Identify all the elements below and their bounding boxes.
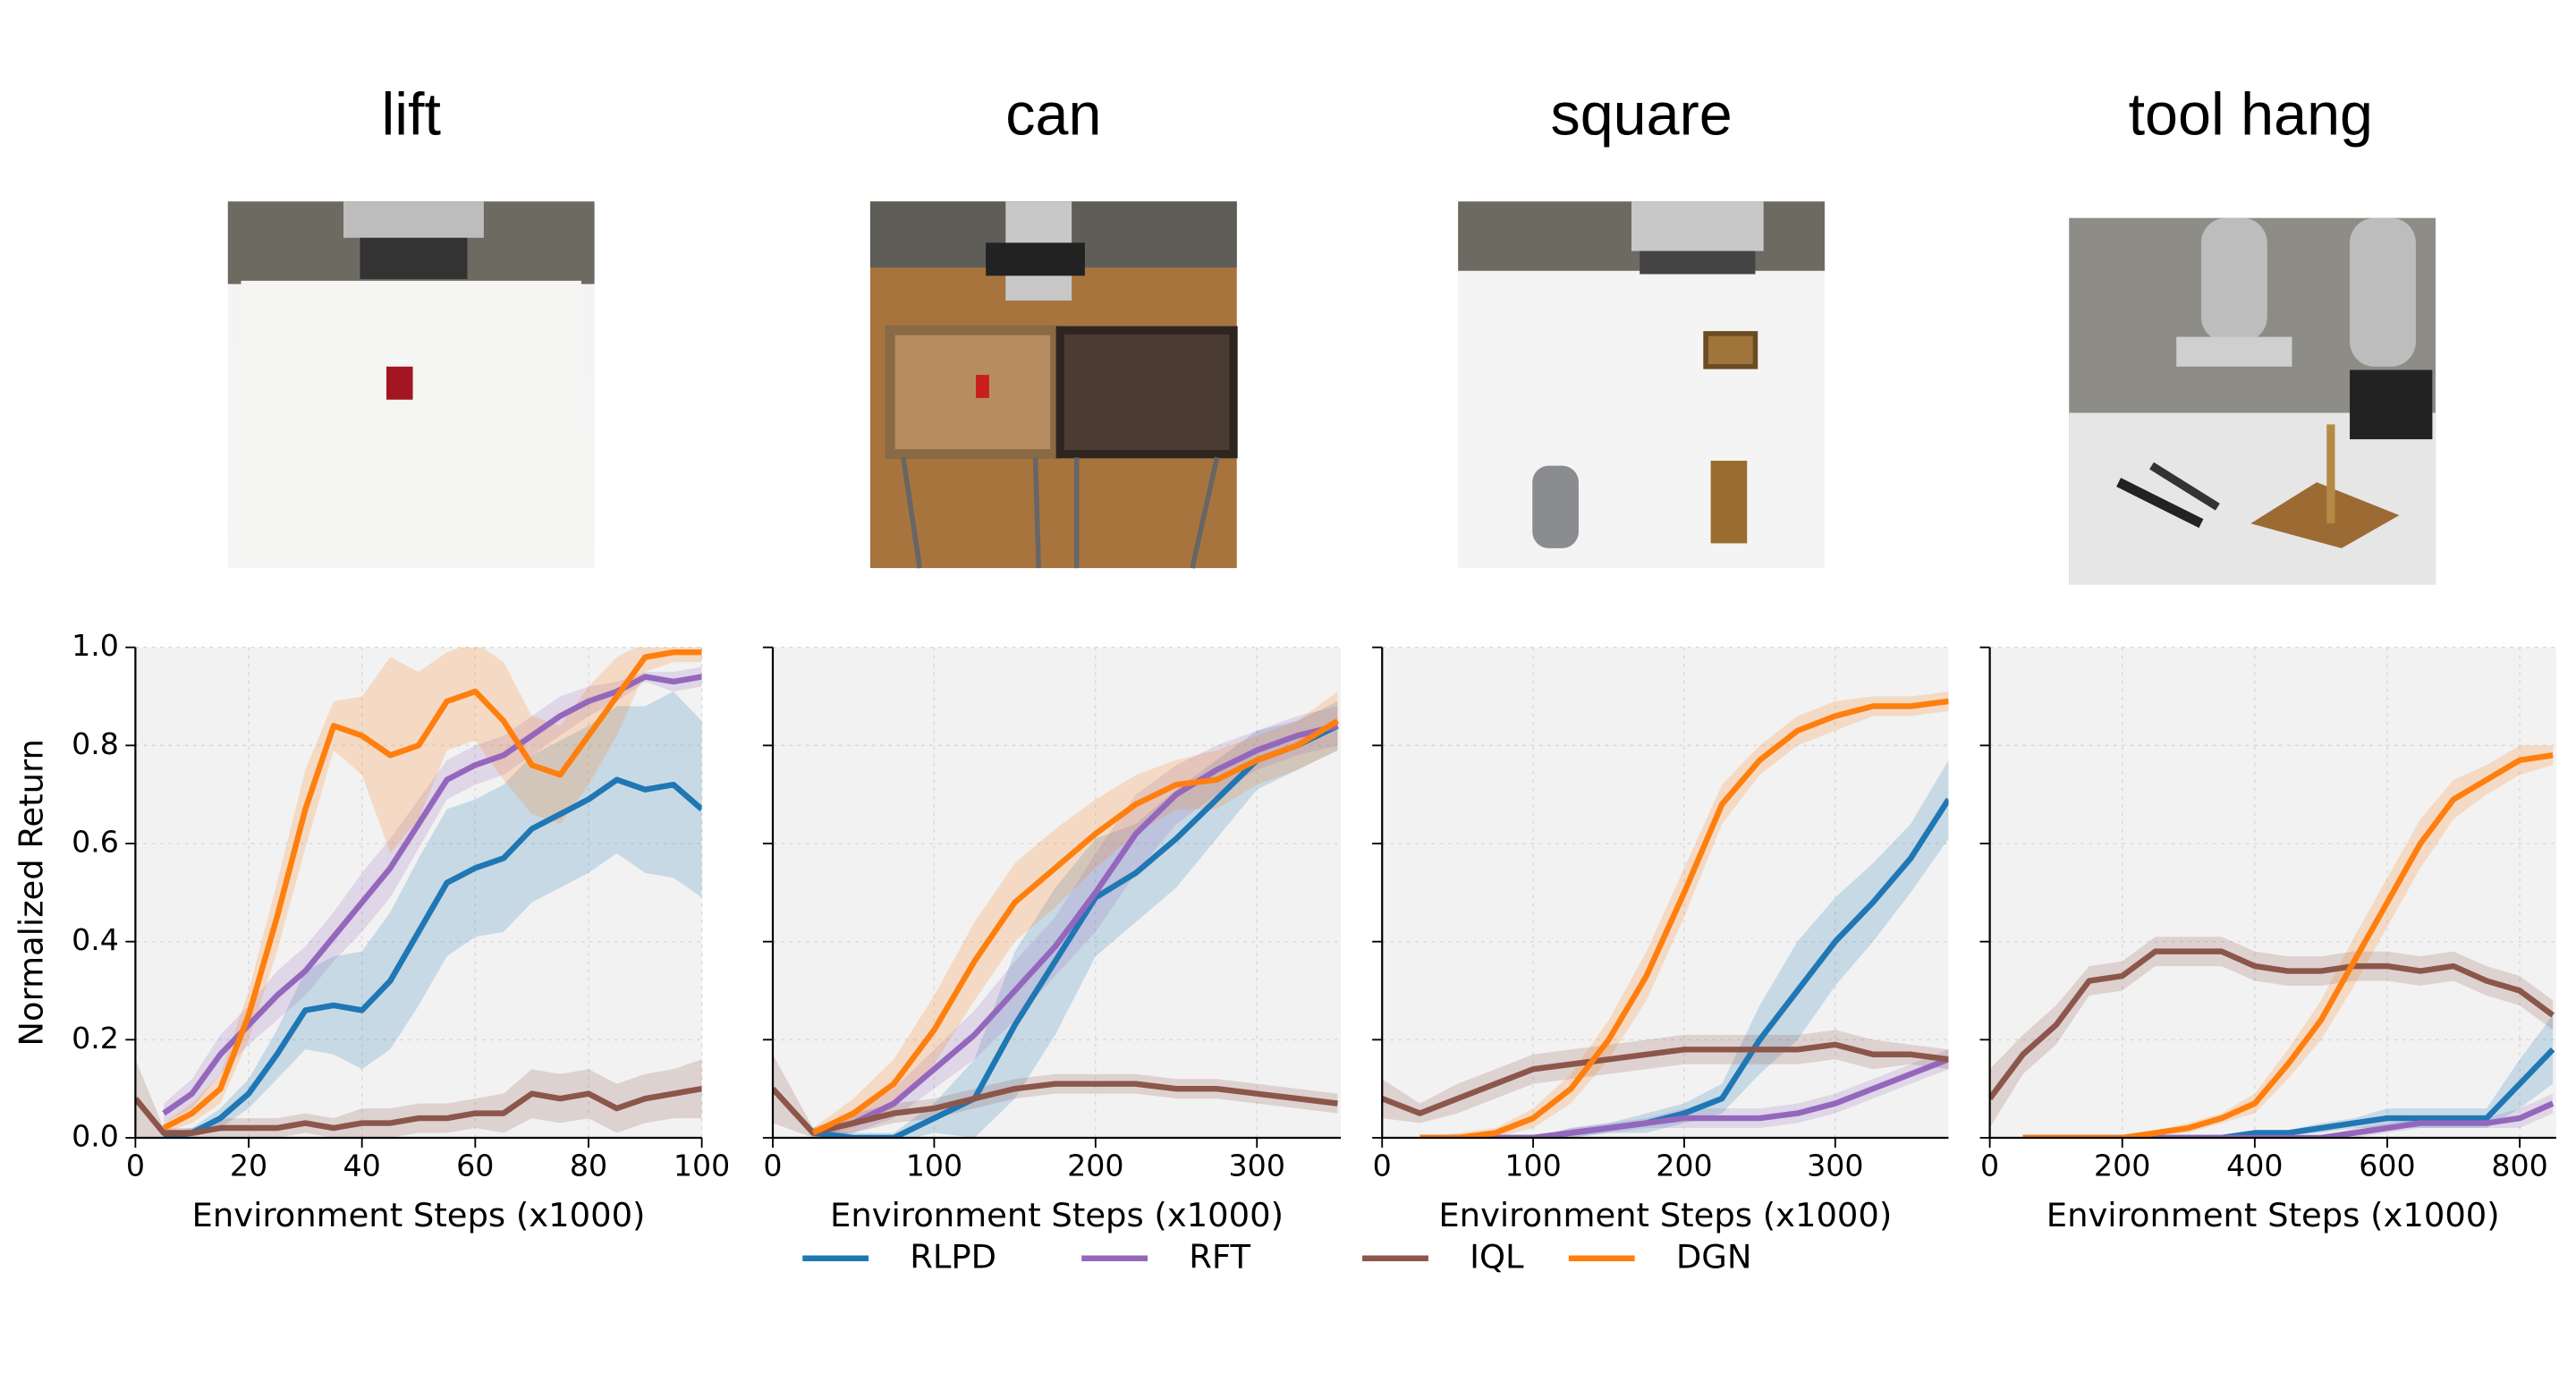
- series-line: [162, 649, 702, 1131]
- series-line: [2022, 1100, 2555, 1138]
- error-band: [813, 691, 1338, 1138]
- error-band: [164, 666, 702, 1123]
- x-tick-label: 800: [2491, 1149, 2547, 1183]
- error-band: [135, 1059, 702, 1138]
- plot-background: [1989, 647, 2556, 1138]
- plot-background: [1382, 647, 1949, 1138]
- x-tick-label: 20: [230, 1149, 267, 1183]
- series-line: [812, 723, 1339, 1138]
- scene-image: [1458, 201, 1825, 569]
- y-tick-label: 0.0: [72, 1119, 119, 1154]
- plot-area: [1382, 691, 1949, 1138]
- y-tick-label: 0.2: [72, 1021, 119, 1056]
- series-line: [162, 674, 702, 1116]
- series-line: [2022, 752, 2554, 1138]
- plot-area: [773, 691, 1340, 1138]
- x-tick-label: 0: [1373, 1149, 1392, 1183]
- y-tick-label: 0.6: [72, 825, 119, 860]
- scene-image: [869, 201, 1238, 569]
- chart-title: square: [1550, 81, 1732, 148]
- chart-title: lift: [381, 81, 440, 148]
- x-tick-label: 0: [126, 1149, 145, 1183]
- error-band: [1989, 937, 2554, 1129]
- error-band: [1419, 759, 1949, 1138]
- y-tick-label: 0.8: [72, 726, 119, 761]
- x-tick-label: 300: [1229, 1149, 1285, 1183]
- legend-label: DGN: [1676, 1237, 1752, 1276]
- series-line: [135, 1085, 702, 1136]
- x-tick-label: 60: [456, 1149, 494, 1183]
- x-tick-label: 100: [906, 1149, 962, 1183]
- error-band: [1419, 1049, 1949, 1138]
- plot-area: [1989, 745, 2555, 1138]
- series-line: [1419, 698, 1949, 1138]
- x-tick-label: 100: [674, 1149, 730, 1183]
- x-tick-label: 200: [2094, 1149, 2150, 1183]
- chart-title: tool hang: [2129, 81, 2373, 148]
- x-tick-label: 200: [1067, 1149, 1123, 1183]
- series-line: [812, 723, 1339, 1136]
- x-axis-label: Environment Steps (x1000): [192, 1196, 646, 1234]
- series-line: [811, 718, 1340, 1136]
- scene-image: [227, 201, 595, 569]
- x-tick-label: 0: [1980, 1149, 1999, 1183]
- error-band: [2022, 1093, 2554, 1138]
- scene-image: [2069, 217, 2436, 585]
- x-tick-label: 40: [343, 1149, 381, 1183]
- series-line: [1419, 797, 1949, 1138]
- x-tick-label: 100: [1504, 1149, 1561, 1183]
- error-band: [1419, 691, 1949, 1138]
- plot-background: [135, 647, 702, 1138]
- x-axis-label: Environment Steps (x1000): [1438, 1196, 1892, 1234]
- error-band: [773, 1054, 1338, 1138]
- y-tick-label: 1.0: [72, 628, 119, 663]
- series-line: [773, 1081, 1338, 1136]
- x-tick-label: 200: [1656, 1149, 1712, 1183]
- x-tick-label: 80: [570, 1149, 607, 1183]
- series-line: [1419, 1056, 1949, 1138]
- x-tick-label: 400: [2226, 1149, 2283, 1183]
- legend-label: IQL: [1470, 1237, 1524, 1276]
- plot-area: [135, 647, 702, 1138]
- plot-background: [773, 647, 1342, 1138]
- x-tick-label: 300: [1807, 1149, 1863, 1183]
- error-band: [1382, 1030, 1949, 1123]
- x-tick-label: 600: [2359, 1149, 2415, 1183]
- series-line: [1989, 948, 2555, 1101]
- x-tick-label: 0: [763, 1149, 782, 1183]
- x-axis-label: Environment Steps (x1000): [830, 1196, 1284, 1234]
- series-line: [2022, 1047, 2555, 1138]
- y-axis-label: Normalized Return: [12, 739, 50, 1047]
- legend-label: RFT: [1189, 1237, 1250, 1276]
- x-axis-label: Environment Steps (x1000): [2046, 1196, 2500, 1234]
- series-line: [163, 776, 702, 1138]
- legend-label: RLPD: [910, 1237, 996, 1276]
- series-line: [1382, 1041, 1949, 1116]
- y-tick-label: 0.4: [72, 922, 119, 957]
- chart-title: can: [1005, 81, 1101, 148]
